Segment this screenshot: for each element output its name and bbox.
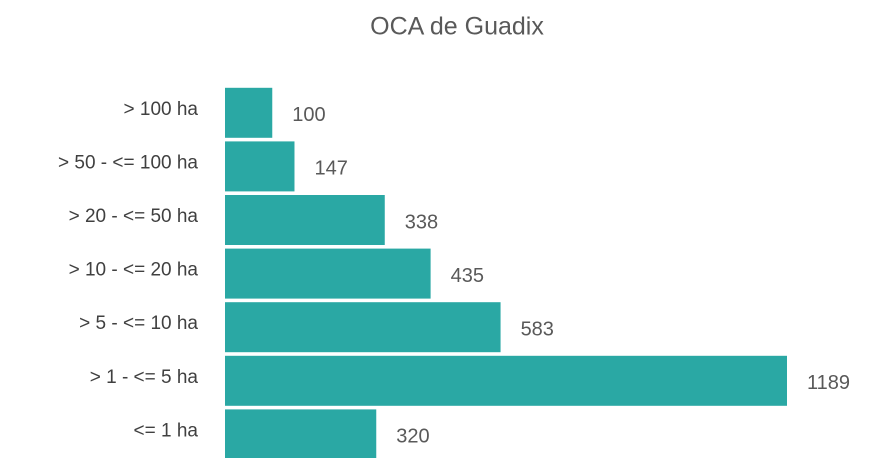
category-label: > 5 - <= 10 ha xyxy=(79,313,198,334)
category-label: > 10 - <= 20 ha xyxy=(69,260,199,281)
bar xyxy=(225,355,787,406)
bar xyxy=(225,302,501,353)
bar xyxy=(225,141,295,192)
value-label: 100 xyxy=(292,104,325,126)
category-label: > 50 - <= 100 ha xyxy=(58,152,198,173)
value-label: 435 xyxy=(451,265,484,287)
value-label: 320 xyxy=(396,426,429,448)
bar xyxy=(225,195,385,245)
bar xyxy=(225,87,273,138)
value-label: 147 xyxy=(314,158,347,180)
category-label: <= 1 ha xyxy=(134,420,199,441)
category-label: > 20 - <= 50 ha xyxy=(69,206,199,227)
value-label: 1189 xyxy=(807,372,850,394)
chart-title: OCA de Guadix xyxy=(370,13,544,41)
value-label: 583 xyxy=(521,318,554,340)
category-label: > 100 ha xyxy=(124,99,199,120)
bar xyxy=(225,248,431,299)
category-label: > 1 - <= 5 ha xyxy=(90,367,199,388)
bar xyxy=(225,409,377,458)
value-label: 338 xyxy=(405,211,438,233)
